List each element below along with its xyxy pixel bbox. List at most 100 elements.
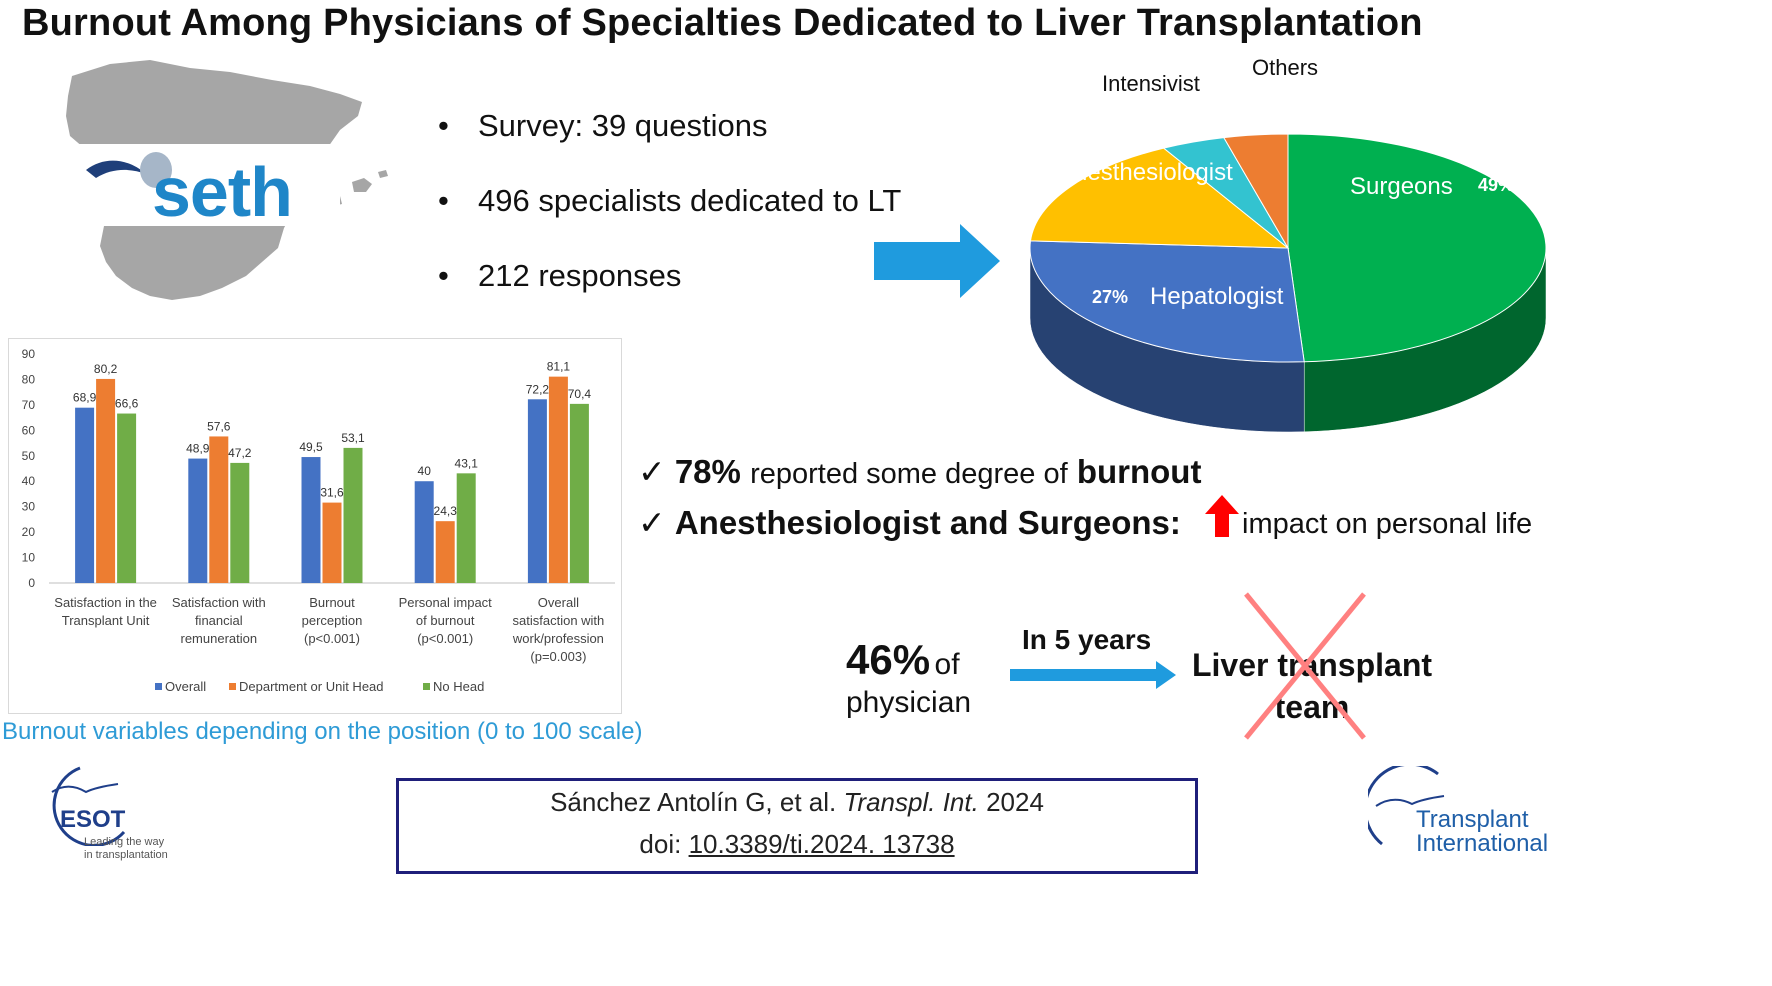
bar-value-label: 43,1 [455,456,479,470]
bar-department-or-unit-head [209,436,229,583]
pie-label-hepatologist: Hepatologist [1150,283,1284,310]
bar-overall [188,458,208,583]
bar-value-label: 31,6 [320,486,344,500]
y-tick-label: 0 [28,576,35,590]
bar-no-head [230,462,250,583]
bar-value-label: 57,6 [207,419,231,433]
y-tick-label: 60 [22,423,36,437]
bar-value-label: 66,6 [115,397,139,411]
pie-label-anesthesiologist: Anesthesiologist [1058,159,1233,186]
bar-no-head [343,447,363,583]
doi-line: doi: 10.3389/ti.2024. 13738 [639,829,955,859]
bar-value-label: 40 [418,464,432,478]
x-category-label: (p<0.001) [417,631,473,646]
x-category-label: Satisfaction in the [54,595,157,610]
x-category-label: financial [195,613,243,628]
bar-department-or-unit-head [435,521,455,583]
bar-overall [301,457,321,583]
pie-slice-hepatologist [1029,240,1305,363]
x-category-label: (p=0.003) [530,649,586,664]
bar-department-or-unit-head [548,376,568,583]
doi-link[interactable]: 10.3389/ti.2024. 13738 [688,829,955,859]
esot-name: ESOT [60,806,126,833]
burnout-bar-chart: 0 10 20 30 40 50 60 70 80 90 68,9 80,2 66,6 Satisfact… [22,347,615,694]
x-category-label: Satisfaction with [172,595,266,610]
legend-label: Department or Unit Head [239,679,384,694]
pie-label-surgeons: Surgeons [1350,173,1453,200]
x-category-label: Overall [538,595,579,610]
transplant-international-logo-icon [1368,766,1445,846]
pie-value-anesthesiologist: 16% [1110,135,1146,155]
esot-logo-icon [51,766,126,846]
spain-map [40,60,388,300]
projection-percent: 46% of [846,636,960,683]
specialty-pie-chart: Surgeons 49% Hepatologist 27% Anesthesiologi… [1029,55,1547,433]
bar-value-label: 70,4 [568,387,592,401]
bar-value-label: 49,5 [299,440,323,454]
pie-slice-anesthesiologist [1029,147,1290,249]
y-tick-label: 80 [22,372,36,386]
bar-no-head [456,473,476,583]
x-category-label: Burnout [309,595,355,610]
pie-value-others: 4% [1256,100,1282,120]
y-tick-label: 90 [22,347,36,361]
x-category-label: of burnout [416,613,475,628]
pie-value-hepatologist: 27% [1092,287,1128,307]
legend-label: Overall [165,679,206,694]
y-tick-label: 50 [22,449,36,463]
survey-bullet-questions: • Survey: 39 questions [438,108,768,143]
checkmark-icon: ✓ [638,504,666,541]
legend-swatch [155,683,162,690]
seth-logo-text: seth [152,153,293,231]
citation-line: Sánchez Antolín G, et al. Transpl. Int. … [550,787,1044,817]
bar-value-label: 48,9 [186,442,210,456]
bar-value-label: 68,9 [73,391,97,405]
balearic-islands [332,170,388,206]
bar-value-label: 47,2 [228,446,252,460]
legend-swatch [423,683,430,690]
projection-arrow-icon [1010,661,1176,689]
x-category-label: work/profession [512,631,604,646]
y-tick-label: 30 [22,500,36,514]
legend-swatch [229,683,236,690]
finding-personal-life: ✓ Anesthesiologist and Surgeons: [638,504,1181,541]
bar-value-label: 24,3 [434,504,458,518]
up-arrow-icon [1205,495,1239,537]
legend-label: No Head [433,679,484,694]
y-tick-label: 20 [22,525,36,539]
x-category-label: satisfaction with [513,613,605,628]
seth-logo-icon [86,152,172,188]
pie-label-others: Others [1252,55,1318,80]
bar-overall [527,399,547,583]
bar-chart-panel: 0 10 20 30 40 50 60 70 80 90 68,9 80,2 66,6 Satisfact… [8,338,622,714]
projection-timeframe: In 5 years [1022,624,1152,655]
y-tick-label: 10 [22,551,36,565]
x-category-label: remuneration [180,631,257,646]
right-arrow-icon [874,224,1000,298]
bar-overall [75,407,95,583]
bar-value-label: 80,2 [94,362,118,376]
survey-bullet-specialists: • 496 specialists dedicated to LT [438,183,902,218]
projection-physician: physician [846,686,972,719]
x-category-label: perception [302,613,363,628]
finding-impact-text: impact on personal life [1242,508,1533,540]
y-tick-label: 40 [22,474,36,488]
checkmark-icon: ✓ [638,453,666,490]
survey-bullet-responses: • 212 responses [438,258,682,293]
bar-value-label: 53,1 [341,431,365,445]
x-category-label: Transplant Unit [62,613,150,628]
finding-burnout: ✓ 78% reported some degree of burnout [638,453,1202,490]
citation-box: Sánchez Antolín G, et al. Transpl. Int. … [396,778,1198,874]
bar-value-label: 72,2 [526,382,550,396]
pie-value-surgeons: 49% [1478,175,1514,195]
esot-tagline: Leading the way in transplantation [84,836,168,861]
page-title: Burnout Among Physicians of Specialties … [22,2,1423,44]
bar-overall [414,481,434,583]
bar-department-or-unit-head [96,378,116,583]
bar-department-or-unit-head [322,502,342,583]
bar-no-head [117,413,137,583]
cross-icon [1244,592,1366,740]
bar-value-label: 81,1 [547,360,571,374]
pie-value-intensivist: 4% [1214,104,1240,124]
bar-no-head [569,403,589,583]
